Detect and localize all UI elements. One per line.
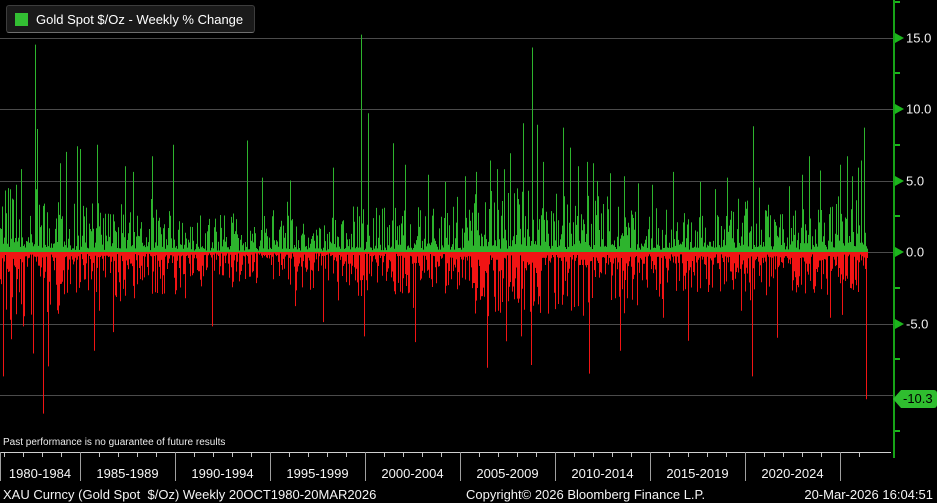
y-minor-tick xyxy=(895,72,900,75)
x-year-tick xyxy=(118,453,119,457)
x-year-tick xyxy=(783,453,784,457)
x-year-tick xyxy=(422,453,423,457)
x-group-label: 1980-1984 xyxy=(8,466,72,481)
y-minor-tick xyxy=(895,215,900,218)
x-year-tick xyxy=(498,453,499,457)
x-group-label: 2020-2024 xyxy=(761,466,824,481)
x-year-tick xyxy=(384,453,385,457)
x-year-tick xyxy=(23,453,24,457)
x-group-label: 1995-1999 xyxy=(286,466,349,481)
x-year-tick xyxy=(859,453,860,457)
x-year-tick xyxy=(764,453,765,457)
y-minor-tick xyxy=(895,143,900,146)
legend-label: Gold Spot $/Oz - Weekly % Change xyxy=(36,11,244,27)
x-year-tick xyxy=(612,453,613,457)
y-tick-label: 5.0 xyxy=(906,173,925,188)
x-year-tick xyxy=(42,453,43,457)
bar-chart-canvas[interactable] xyxy=(0,0,894,462)
x-year-tick xyxy=(99,453,100,457)
x-group-label: 1990-1994 xyxy=(191,466,254,481)
y-major-tick-arrow-icon xyxy=(895,318,904,329)
x-year-tick xyxy=(232,453,233,457)
x-period-divider xyxy=(745,452,746,481)
y-major-tick-arrow-icon xyxy=(895,175,904,186)
negative-bars-series xyxy=(0,252,868,414)
x-year-tick xyxy=(802,453,803,457)
gridline xyxy=(0,37,893,39)
gridline xyxy=(0,395,893,396)
y-major-tick-arrow-icon xyxy=(895,247,904,257)
disclaimer-text: Past performance is no guarantee of futu… xyxy=(3,437,226,448)
x-year-tick xyxy=(441,453,442,457)
x-year-tick xyxy=(61,453,62,457)
x-year-tick xyxy=(213,453,214,457)
y-major-tick-arrow-icon xyxy=(895,32,904,43)
gridline xyxy=(0,180,893,182)
x-year-tick xyxy=(631,453,632,457)
footer-timestamp: 20-Mar-2026 16:04:51 xyxy=(804,487,933,502)
x-group-label: 2005-2009 xyxy=(476,466,539,481)
y-axis-line[interactable] xyxy=(893,0,895,458)
gridline xyxy=(0,109,893,110)
x-axis-edge-divider xyxy=(0,452,1,481)
x-year-tick xyxy=(707,453,708,457)
y-tick-label: 0.0 xyxy=(906,244,925,260)
x-period-divider xyxy=(840,452,841,481)
x-period-divider xyxy=(80,452,81,481)
x-year-tick xyxy=(346,453,347,457)
x-year-tick xyxy=(821,453,822,457)
x-year-tick xyxy=(669,453,670,457)
x-axis-line[interactable] xyxy=(0,452,891,453)
footer-security-text: XAU Curncy (Gold Spot $/Oz) Weekly 20OCT… xyxy=(3,487,377,502)
x-group-label: 1985-1989 xyxy=(96,466,159,481)
x-year-tick xyxy=(327,453,328,457)
x-year-tick xyxy=(308,453,309,457)
x-period-divider xyxy=(555,452,556,481)
last-value-tag: -10.3 xyxy=(893,390,937,408)
x-year-tick xyxy=(251,453,252,457)
x-period-divider xyxy=(365,452,366,481)
x-period-divider xyxy=(270,452,271,481)
x-period-divider xyxy=(650,452,651,481)
legend-swatch-icon xyxy=(15,12,28,26)
x-group-label: 2010-2014 xyxy=(571,466,634,481)
x-year-tick xyxy=(536,453,537,457)
x-year-tick xyxy=(688,453,689,457)
series-legend[interactable]: Gold Spot $/Oz - Weekly % Change xyxy=(6,5,256,33)
x-year-tick xyxy=(156,453,157,457)
gridline xyxy=(0,323,893,325)
x-group-label: 2015-2019 xyxy=(666,466,729,481)
x-year-tick xyxy=(137,453,138,457)
y-minor-tick xyxy=(895,286,900,289)
x-year-tick xyxy=(289,453,290,457)
x-period-divider xyxy=(460,452,461,481)
x-year-tick xyxy=(479,453,480,457)
y-tick-label: -5.0 xyxy=(906,316,929,331)
positive-bars-series xyxy=(0,34,868,252)
y-minor-tick xyxy=(895,0,900,3)
y-tick-label: 10.0 xyxy=(906,101,932,117)
x-year-tick xyxy=(593,453,594,457)
x-year-tick xyxy=(726,453,727,457)
x-year-tick xyxy=(4,453,5,457)
footer-copyright-text: Copyright© 2026 Bloomberg Finance L.P. xyxy=(466,487,706,502)
x-period-divider xyxy=(175,452,176,481)
y-tick-label: 15.0 xyxy=(906,30,932,45)
y-minor-tick xyxy=(895,429,900,432)
x-year-tick xyxy=(574,453,575,457)
x-year-tick xyxy=(517,453,518,457)
x-group-label: 2000-2004 xyxy=(381,466,444,481)
x-year-tick xyxy=(403,453,404,457)
x-year-tick xyxy=(194,453,195,457)
y-major-tick-arrow-icon xyxy=(895,104,904,114)
y-minor-tick xyxy=(895,358,900,361)
